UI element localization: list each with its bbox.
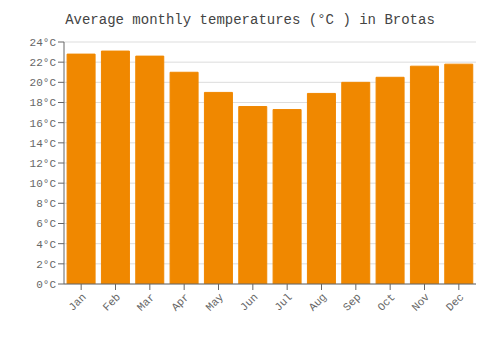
svg-text:6°C: 6°C bbox=[36, 218, 56, 230]
svg-text:Dec: Dec bbox=[444, 291, 466, 313]
svg-text:Mar: Mar bbox=[135, 291, 157, 313]
svg-text:20°C: 20°C bbox=[30, 77, 57, 89]
svg-text:May: May bbox=[204, 291, 227, 314]
svg-text:Nov: Nov bbox=[410, 291, 433, 314]
svg-text:0°C: 0°C bbox=[36, 279, 56, 291]
svg-text:24°C: 24°C bbox=[30, 37, 57, 49]
svg-text:4°C: 4°C bbox=[36, 239, 56, 251]
svg-text:14°C: 14°C bbox=[30, 138, 57, 150]
svg-text:Jun: Jun bbox=[238, 291, 260, 313]
svg-text:Jul: Jul bbox=[272, 291, 294, 313]
svg-text:Sep: Sep bbox=[341, 291, 363, 313]
svg-text:Apr: Apr bbox=[169, 291, 191, 313]
svg-text:8°C: 8°C bbox=[36, 198, 56, 210]
svg-text:Feb: Feb bbox=[101, 291, 123, 313]
html-text:Average monthly temperatures (: Average monthly temperatures (°C ) in Br… bbox=[65, 12, 435, 28]
svg-text:18°C: 18°C bbox=[30, 97, 57, 109]
svg-text:10°C: 10°C bbox=[30, 178, 57, 190]
svg-text:Jan: Jan bbox=[66, 291, 88, 313]
svg-text:2°C: 2°C bbox=[36, 259, 56, 271]
svg-text:22°C: 22°C bbox=[30, 57, 57, 69]
svg-text:Oct: Oct bbox=[375, 291, 397, 313]
svg-text:Aug: Aug bbox=[307, 291, 329, 313]
svg-text:12°C: 12°C bbox=[30, 158, 57, 170]
svg-text:16°C: 16°C bbox=[30, 118, 57, 130]
